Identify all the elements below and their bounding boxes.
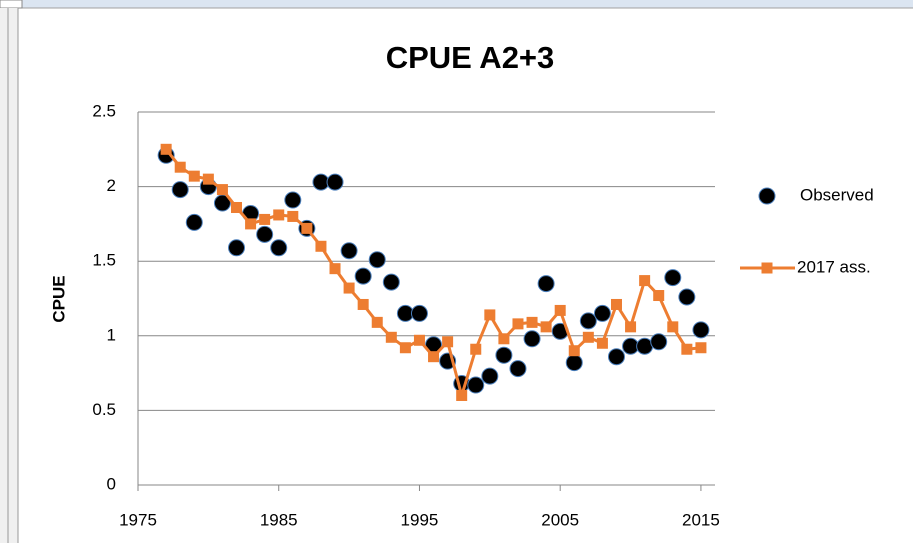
line-marker: [540, 321, 552, 333]
data-point: [382, 273, 400, 291]
line-marker: [188, 170, 200, 182]
window-corner: [0, 0, 23, 9]
data-point: [354, 267, 372, 285]
line-marker: [315, 240, 327, 252]
data-point: [607, 348, 625, 366]
y-axis-label: CPUE: [49, 275, 68, 322]
line-marker: [625, 321, 637, 333]
data-point: [678, 288, 696, 306]
data-point: [537, 275, 555, 293]
line-marker: [442, 336, 454, 348]
line-marker: [259, 213, 271, 225]
line-marker: [470, 343, 482, 355]
legend-label: Observed: [800, 185, 874, 204]
line-marker: [160, 143, 172, 155]
data-point: [692, 321, 710, 339]
line-marker: [301, 222, 313, 234]
y-tick-label: 2: [107, 176, 116, 195]
line-marker: [582, 331, 594, 343]
line-marker: [484, 309, 496, 321]
window-left-strip: [0, 8, 18, 543]
data-point: [171, 181, 189, 199]
line-marker: [554, 304, 566, 316]
y-tick-label: 0.5: [92, 400, 116, 419]
data-point: [481, 367, 499, 385]
y-tick-label: 2.5: [92, 101, 116, 120]
data-point: [410, 304, 428, 322]
data-point: [185, 213, 203, 231]
x-tick-label: 2005: [541, 510, 579, 529]
line-marker: [174, 161, 186, 173]
line-marker: [653, 290, 665, 302]
line-marker: [456, 389, 468, 401]
legend-marker: [761, 262, 773, 274]
line-marker: [681, 343, 693, 355]
data-point: [368, 251, 386, 269]
line-marker: [526, 316, 538, 328]
x-tick-label: 1985: [260, 510, 298, 529]
line-marker: [371, 316, 383, 328]
line-marker: [399, 342, 411, 354]
x-tick-label: 2015: [682, 510, 720, 529]
y-tick-label: 1.5: [92, 251, 116, 270]
line-marker: [245, 218, 257, 230]
data-point: [326, 173, 344, 191]
window-top-strip: [0, 0, 913, 8]
line-marker: [273, 209, 285, 221]
legend-label: 2017 ass.: [797, 257, 871, 276]
line-marker: [202, 173, 214, 185]
line-marker: [498, 333, 510, 345]
data-point: [650, 333, 668, 351]
line-marker: [343, 282, 355, 294]
data-point: [284, 191, 302, 209]
line-marker: [231, 201, 243, 213]
line-marker: [216, 184, 228, 196]
data-point: [228, 239, 246, 257]
chart-title: CPUE A2+3: [386, 40, 555, 75]
data-point: [579, 312, 597, 330]
line-marker: [329, 263, 341, 275]
data-point: [509, 360, 527, 378]
line-marker: [596, 337, 608, 349]
x-tick-label: 1995: [401, 510, 439, 529]
data-point: [270, 239, 288, 257]
line-marker: [568, 345, 580, 357]
data-point: [565, 354, 583, 372]
x-tick-label: 1975: [119, 510, 157, 529]
data-point: [636, 337, 654, 355]
data-point: [256, 225, 274, 243]
line-marker: [695, 342, 707, 354]
line-marker: [639, 275, 651, 287]
line-marker: [385, 331, 397, 343]
line-marker: [428, 351, 440, 363]
line-marker: [610, 298, 622, 310]
y-tick-label: 0: [107, 474, 116, 493]
data-point: [664, 269, 682, 287]
data-point: [523, 330, 541, 348]
line-marker: [667, 321, 679, 333]
data-point: [593, 304, 611, 322]
line-marker: [413, 334, 425, 346]
data-point: [340, 242, 358, 260]
data-point: [467, 376, 485, 394]
legend-marker: [758, 187, 776, 205]
y-tick-label: 1: [107, 325, 116, 344]
line-marker: [512, 318, 524, 330]
line-marker: [287, 210, 299, 222]
data-point: [495, 346, 513, 364]
line-marker: [357, 298, 369, 310]
